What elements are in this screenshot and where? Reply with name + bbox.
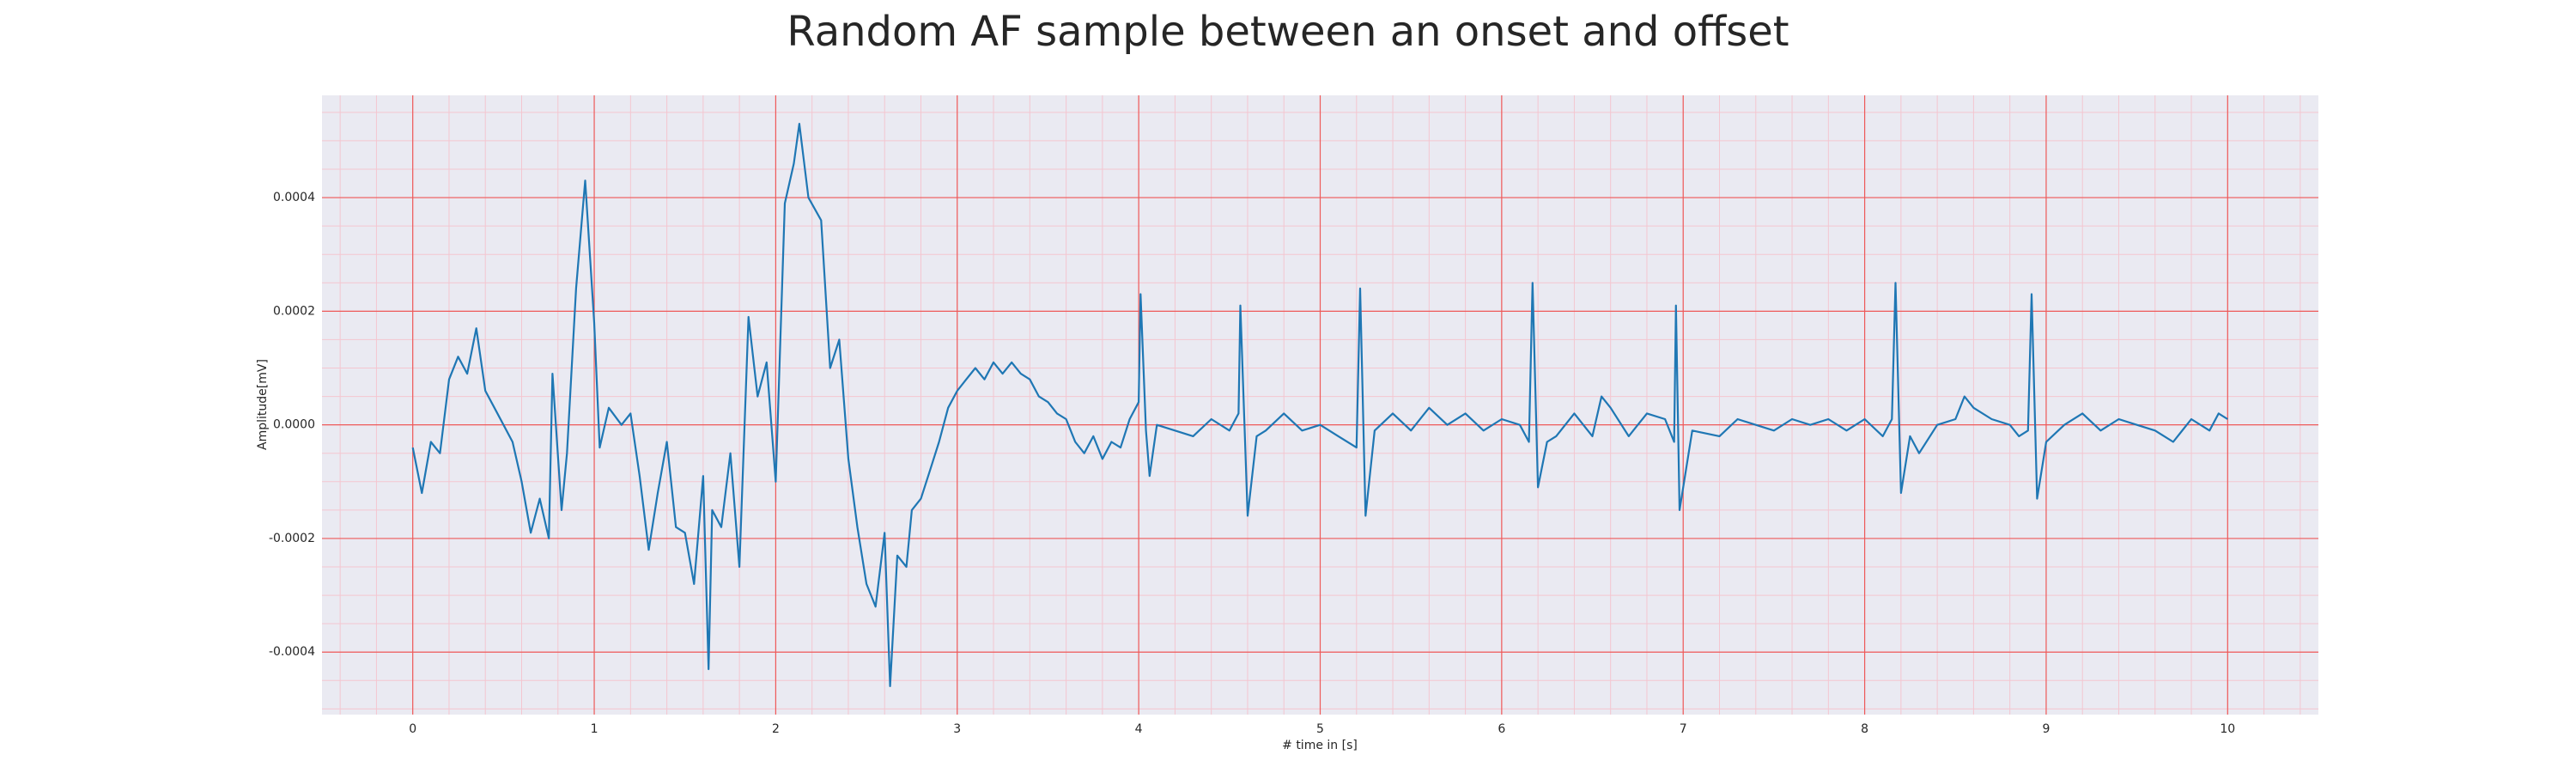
x-tick-label: 2 [772,722,780,736]
x-tick-label: 10 [2220,722,2235,736]
x-tick-label: 1 [591,722,598,736]
x-tick-label: 0 [409,722,416,736]
y-tick-label: -0.0004 [269,645,315,659]
x-tick-label: 8 [1861,722,1868,736]
signal-line [411,123,2228,687]
y-axis-label: Amplitude[mV] [256,359,270,450]
grid [322,95,2318,715]
y-tick-label: 0.0004 [273,191,315,204]
x-tick-label: 9 [2042,722,2050,736]
x-tick-label: 7 [1680,722,1687,736]
x-tick-label: 3 [953,722,961,736]
y-tick-label: 0.0002 [273,304,315,318]
x-axis-label: # time in [s] [1282,739,1358,752]
x-tick-label: 5 [1316,722,1324,736]
y-tick-label: -0.0002 [269,532,315,545]
y-tick-label: 0.0000 [273,418,315,432]
x-tick-label: 6 [1498,722,1505,736]
marks [411,123,2228,687]
chart-title: Random AF sample between an onset and of… [787,8,1789,56]
x-tick-label: 4 [1135,722,1143,736]
